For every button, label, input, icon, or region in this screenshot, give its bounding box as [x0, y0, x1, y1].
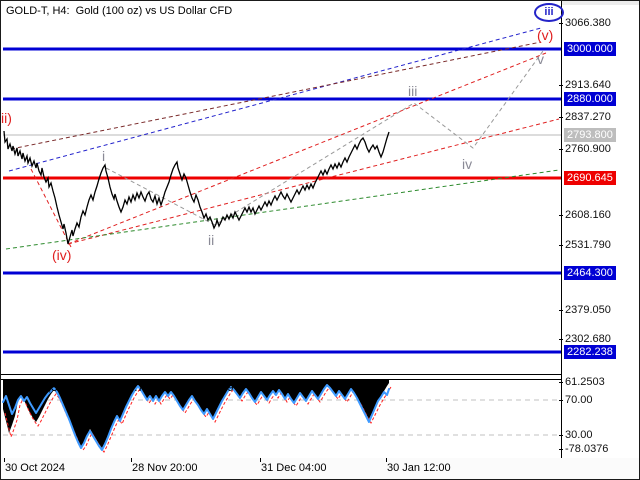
- wave-label-iv: (iv): [52, 247, 72, 263]
- price-panel[interactable]: [1, 1, 561, 375]
- wave-label-i: i: [102, 148, 106, 164]
- price-axis-label: 3000.000: [564, 42, 616, 56]
- indicator-axis-label: 70.00: [565, 394, 593, 406]
- price-axis-tick: [559, 85, 563, 86]
- price-axis-label: 2608.160: [565, 209, 611, 221]
- price-axis-label: 2913.640: [565, 79, 611, 91]
- wave-label-v: (v): [537, 27, 554, 43]
- price-axis-label: 2302.680: [565, 333, 611, 345]
- indicator-axis-tick: [559, 382, 563, 383]
- indicator-axis-label: 61.2503: [565, 376, 605, 388]
- price-axis-tick: [559, 310, 563, 311]
- axis-separator: [561, 1, 562, 458]
- price-axis-label: 2880.000: [564, 92, 616, 106]
- price-axis-label: 2793.800: [564, 128, 616, 142]
- price-axis-tick: [559, 339, 563, 340]
- price-axis-tick: [559, 215, 563, 216]
- price-axis-label: 3066.380: [565, 17, 611, 29]
- indicator-label: MACD(5,34,5) 25.1609 16.7471 RSI(14) 70.…: [6, 382, 234, 394]
- price-axis-label: 2531.790: [565, 239, 611, 251]
- price-axis-label: 2760.900: [565, 143, 611, 155]
- price-axis-tick: [559, 23, 563, 24]
- indicator-axis-label: -78.0376: [565, 443, 609, 455]
- time-axis: 30 Oct 2024 28 Nov 20:00 31 Dec 04:00 30 Ja…: [1, 458, 639, 479]
- indicator-axis-tick: [559, 435, 563, 436]
- price-axis-label: 2690.645: [564, 171, 616, 185]
- wave-label-iv: iv: [462, 156, 473, 172]
- price-axis-label: 2464.300: [564, 266, 616, 280]
- price-axis-tick: [559, 245, 563, 246]
- time-axis-tick: [386, 458, 387, 462]
- time-axis-label: 28 Nov 20:00: [132, 462, 198, 474]
- wave-label-ii: ii: [208, 232, 215, 248]
- time-axis-label: 30 Jan 12:00: [387, 462, 451, 474]
- time-axis-tick: [131, 458, 132, 462]
- price-axis-label: 2379.050: [565, 304, 611, 316]
- wave-label-ii: ii): [1, 110, 12, 126]
- price-axis-label: 2837.270: [565, 111, 611, 123]
- time-axis-label: 31 Dec 04:00: [261, 462, 327, 474]
- indicator-axis-label: 30.00: [565, 429, 593, 441]
- price-axis-tick: [559, 117, 563, 118]
- wave-label-circled-iii: iii: [534, 3, 564, 22]
- time-axis-label: 30 Oct 2024: [5, 462, 65, 474]
- price-axis-tick: [559, 149, 563, 150]
- wave-label-iii: iii: [408, 83, 418, 99]
- time-axis-tick: [4, 458, 5, 462]
- wave-label-v: v: [537, 51, 544, 67]
- indicator-axis-tick: [559, 449, 563, 450]
- chart-title: GOLD-T, H4: Gold (100 oz) vs US Dollar C…: [6, 5, 233, 17]
- time-axis-tick: [260, 458, 261, 462]
- indicator-axis-tick: [559, 400, 563, 401]
- price-axis-label: 2282.238: [564, 345, 616, 359]
